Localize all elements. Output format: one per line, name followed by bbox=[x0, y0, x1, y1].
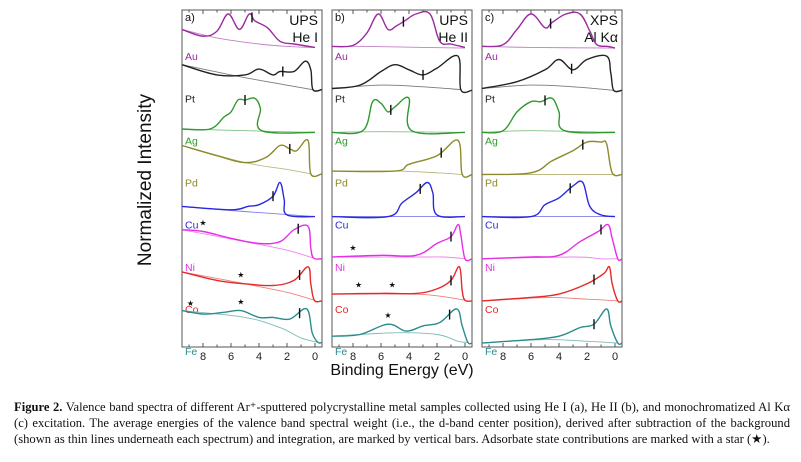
x-tick-label: 4 bbox=[406, 351, 412, 363]
background-line-pt bbox=[481, 84, 614, 91]
spectrum-au bbox=[481, 11, 616, 49]
background-line-fe bbox=[181, 310, 318, 343]
label-pd: Pd bbox=[185, 178, 198, 190]
adsorbate-star: ★ bbox=[237, 270, 244, 279]
spectrum-pd bbox=[181, 138, 323, 178]
panel-tag: c) bbox=[485, 12, 494, 24]
x-tick-label: 2 bbox=[434, 351, 440, 363]
spectrum-ni bbox=[481, 223, 623, 262]
label-pt: Pt bbox=[185, 93, 195, 105]
x-tick-label: 2 bbox=[284, 351, 290, 363]
label-cu: Cu bbox=[185, 220, 199, 232]
x-tick-label: 8 bbox=[500, 351, 506, 363]
label-ni: Ni bbox=[485, 262, 495, 274]
caption-label: Figure 2. bbox=[14, 400, 63, 414]
panel-title: He II bbox=[438, 29, 468, 45]
x-tick-label: 2 bbox=[584, 351, 590, 363]
adsorbate-star: ★ bbox=[384, 311, 391, 320]
x-tick-label: 0 bbox=[612, 351, 618, 363]
spectrum-au bbox=[181, 13, 316, 49]
spectrum-cu bbox=[331, 181, 466, 219]
spectrum-fe bbox=[481, 308, 623, 346]
panel-tag: a) bbox=[185, 12, 195, 24]
x-tick-label: 6 bbox=[528, 351, 534, 363]
adsorbate-star: ★ bbox=[349, 243, 356, 252]
panel-title: He I bbox=[292, 29, 318, 45]
x-tick-label: 8 bbox=[350, 351, 356, 363]
x-tick-label: 4 bbox=[256, 351, 262, 363]
panel-title: XPS bbox=[590, 12, 618, 28]
label-fe: Fe bbox=[485, 346, 497, 358]
background-line-au bbox=[331, 45, 466, 49]
label-co: Co bbox=[335, 304, 349, 316]
x-tick-label: 0 bbox=[312, 351, 318, 363]
background-line-pt bbox=[181, 64, 313, 91]
background-line-ni bbox=[181, 229, 314, 259]
caption-text: Valence band spectra of different Ar⁺-sp… bbox=[14, 400, 790, 447]
spectrum-co bbox=[481, 265, 623, 303]
label-pt: Pt bbox=[335, 93, 345, 105]
x-axis-label: Binding Energy (eV) bbox=[330, 362, 474, 379]
label-ag: Ag bbox=[335, 135, 348, 147]
background-line-ni bbox=[331, 256, 466, 260]
label-au: Au bbox=[335, 51, 348, 63]
adsorbate-star: ★ bbox=[237, 298, 244, 307]
label-au: Au bbox=[485, 51, 498, 63]
figure-caption: Figure 2. Valence band spectra of differ… bbox=[14, 399, 790, 448]
panel-frame bbox=[481, 9, 623, 348]
background-line-au bbox=[181, 28, 316, 48]
background-line-co bbox=[181, 271, 315, 301]
spectrum-pt bbox=[181, 60, 323, 92]
label-ni: Ni bbox=[185, 262, 195, 274]
label-fe: Fe bbox=[185, 346, 197, 358]
label-pt: Pt bbox=[485, 93, 495, 105]
x-tick-label: 6 bbox=[378, 351, 384, 363]
label-ag: Ag bbox=[185, 135, 198, 147]
panel-title: UPS bbox=[439, 12, 468, 28]
adsorbate-star: ★ bbox=[389, 280, 396, 289]
adsorbate-star: ★ bbox=[187, 299, 194, 308]
label-co: Co bbox=[485, 304, 499, 316]
x-tick-label: 8 bbox=[200, 351, 206, 363]
panel-title: Al Kα bbox=[584, 29, 618, 45]
background-line-au bbox=[481, 45, 616, 49]
spectrum-co bbox=[181, 266, 323, 303]
panel-frame bbox=[181, 9, 323, 348]
y-axis-label: Normalized Intensity bbox=[135, 93, 156, 267]
label-ag: Ag bbox=[485, 135, 498, 147]
spectrum-fe bbox=[331, 308, 473, 345]
adsorbate-star: ★ bbox=[199, 218, 206, 227]
background-line-co bbox=[331, 293, 466, 301]
spectrum-ag bbox=[181, 97, 316, 134]
adsorbate-star: ★ bbox=[355, 281, 362, 290]
background-line-ag bbox=[481, 130, 616, 133]
x-tick-label: 0 bbox=[462, 351, 468, 363]
spectrum-pt bbox=[331, 54, 473, 94]
label-cu: Cu bbox=[335, 220, 349, 232]
panel-frame bbox=[331, 9, 473, 348]
label-cu: Cu bbox=[485, 220, 499, 232]
x-tick-label: 4 bbox=[556, 351, 562, 363]
spectrum-pt bbox=[481, 54, 623, 93]
spectrum-fe bbox=[181, 307, 323, 344]
spectrum-ag bbox=[481, 97, 616, 134]
background-line-fe bbox=[331, 332, 468, 343]
label-fe: Fe bbox=[335, 346, 347, 358]
spectrum-cu bbox=[481, 180, 616, 219]
label-pd: Pd bbox=[335, 178, 348, 190]
panel-tag: b) bbox=[335, 12, 345, 24]
spectrum-ni bbox=[181, 224, 323, 260]
spectrum-au bbox=[331, 10, 466, 49]
panel-title: UPS bbox=[289, 12, 318, 28]
background-line-ag bbox=[331, 131, 466, 133]
spectrum-pd bbox=[481, 140, 623, 177]
label-ni: Ni bbox=[335, 262, 345, 274]
spectrum-pd bbox=[331, 139, 473, 178]
label-pd: Pd bbox=[485, 178, 498, 190]
spectrum-ag bbox=[331, 96, 466, 135]
label-au: Au bbox=[185, 51, 198, 63]
x-tick-label: 6 bbox=[228, 351, 234, 363]
